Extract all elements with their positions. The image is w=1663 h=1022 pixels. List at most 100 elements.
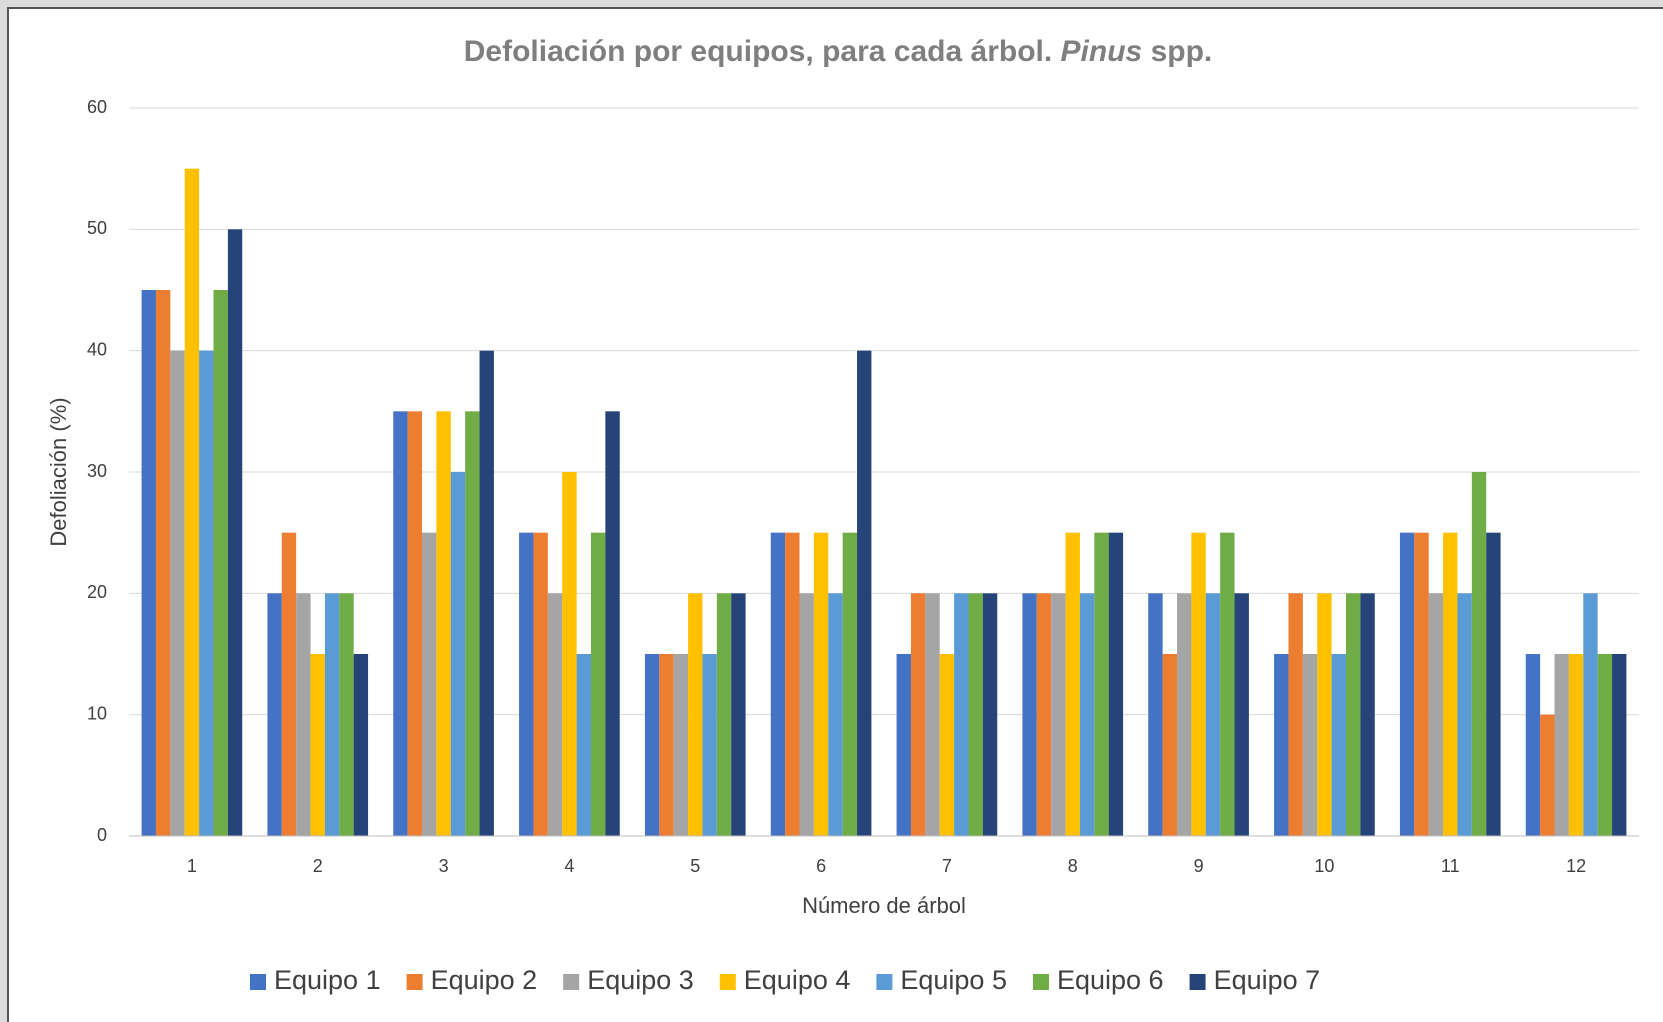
bar — [1345, 593, 1361, 836]
bar — [562, 472, 577, 836]
bar — [1177, 593, 1192, 836]
bar — [688, 593, 703, 836]
legend-label: Equipo 4 — [744, 965, 851, 995]
bar — [1525, 654, 1541, 836]
legend-label: Equipo 2 — [431, 965, 538, 995]
bar — [828, 593, 843, 836]
bar — [213, 290, 228, 836]
bar — [968, 593, 983, 836]
bar — [1036, 593, 1052, 836]
bar — [1022, 593, 1037, 836]
bar — [199, 350, 214, 836]
x-tick-label: 7 — [942, 856, 952, 876]
bar — [465, 411, 480, 836]
x-tick-label: 5 — [690, 856, 700, 876]
bar — [393, 411, 408, 836]
x-axis-label: Número de árbol — [802, 893, 966, 918]
bar — [267, 593, 282, 836]
bar — [296, 593, 311, 836]
y-tick-label: 60 — [87, 97, 107, 117]
bar — [1220, 532, 1235, 836]
bar — [1554, 654, 1569, 836]
bar — [1486, 532, 1501, 836]
bar — [1317, 593, 1332, 836]
bar — [799, 593, 814, 836]
bar — [716, 593, 732, 836]
bar — [1191, 532, 1206, 836]
bar — [184, 168, 200, 836]
bar — [1471, 472, 1487, 836]
chart-title: Defoliación por equipos, para cada árbol… — [464, 35, 1213, 68]
legend-label: Equipo 7 — [1214, 965, 1321, 995]
bar — [227, 229, 243, 837]
y-tick-label: 50 — [87, 218, 107, 238]
legend-label: Equipo 1 — [274, 965, 381, 995]
bar — [1094, 532, 1109, 836]
x-tick-label: 2 — [313, 856, 323, 876]
y-tick-label: 0 — [97, 825, 107, 845]
x-tick-label: 11 — [1441, 856, 1460, 876]
bar — [1457, 593, 1472, 836]
bar — [141, 290, 156, 836]
y-tick-label: 20 — [87, 582, 107, 602]
bar — [339, 593, 354, 836]
legend-swatch — [1032, 974, 1049, 990]
bar — [1079, 593, 1095, 836]
title-part: spp. — [1151, 35, 1213, 68]
bar — [590, 532, 606, 836]
title-part: Pinus — [1061, 35, 1143, 68]
bar — [857, 350, 872, 836]
legend-swatch — [876, 974, 893, 990]
bar — [1597, 654, 1613, 836]
bar — [281, 532, 297, 836]
bar — [324, 593, 340, 836]
y-tick-label: 40 — [87, 339, 107, 359]
x-tick-label: 12 — [1566, 856, 1586, 876]
bar — [1568, 654, 1584, 836]
bar — [896, 654, 911, 836]
bar — [925, 593, 940, 836]
bar — [407, 411, 423, 836]
bar — [1414, 532, 1429, 836]
bar — [813, 532, 829, 836]
bar — [479, 350, 494, 836]
bar — [1274, 654, 1289, 836]
bar — [450, 472, 466, 836]
bar — [576, 654, 591, 836]
bar — [1302, 654, 1318, 836]
bar — [155, 290, 171, 836]
bar — [1360, 593, 1375, 836]
legend-label: Equipo 6 — [1057, 965, 1164, 995]
legend-swatch — [563, 974, 580, 990]
bar — [1331, 654, 1346, 836]
bar — [533, 532, 548, 836]
bar — [731, 593, 746, 836]
bar — [436, 411, 451, 836]
bar — [519, 532, 534, 836]
legend-swatch — [719, 974, 736, 990]
bar — [1205, 593, 1221, 836]
title-part: Defoliación por equipos, para cada árbol… — [464, 35, 1052, 68]
x-tick-label: 9 — [1194, 856, 1204, 876]
y-tick-label: 30 — [87, 461, 107, 481]
bar — [1583, 593, 1598, 836]
bar — [1540, 714, 1555, 836]
bar — [1162, 654, 1178, 836]
bar — [644, 654, 660, 836]
bar — [785, 532, 800, 836]
x-tick-label: 6 — [816, 856, 826, 876]
bar — [1148, 593, 1163, 836]
bar — [1428, 593, 1444, 836]
bar — [1399, 532, 1415, 836]
bar — [422, 532, 437, 836]
bar — [702, 654, 717, 836]
bar — [310, 654, 325, 836]
legend-swatch — [250, 974, 266, 990]
legend-label: Equipo 3 — [587, 965, 694, 995]
bar — [1234, 593, 1249, 836]
x-tick-label: 3 — [439, 856, 449, 876]
legend-swatch — [406, 974, 423, 990]
bar — [547, 593, 563, 836]
